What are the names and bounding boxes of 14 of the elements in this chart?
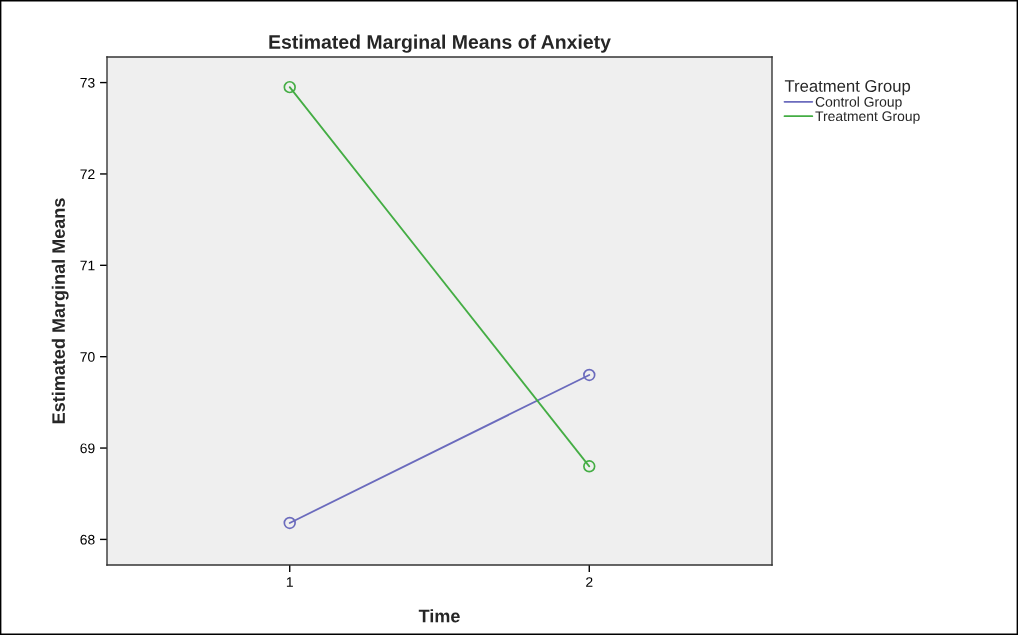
legend-label: Control Group	[815, 96, 902, 110]
x-tick-label: 1	[286, 577, 293, 587]
y-tick-label: 70	[80, 352, 95, 362]
y-tick-label: 68	[80, 534, 95, 545]
y-tick-label: 72	[80, 169, 95, 179]
x-tick-label: 2	[586, 577, 593, 587]
y-axis-title: Estimated Marginal Means	[51, 198, 69, 424]
y-tick-label: 73	[80, 77, 95, 88]
legend-label: Treatment Group	[815, 111, 920, 124]
legend-title: Treatment Group	[784, 80, 911, 96]
x-axis-title: Time	[418, 609, 460, 623]
chart-title: Estimated Marginal Means of Anxiety	[269, 34, 611, 53]
y-tick-label: 69	[80, 443, 95, 454]
y-tick-label: 71	[80, 260, 95, 271]
